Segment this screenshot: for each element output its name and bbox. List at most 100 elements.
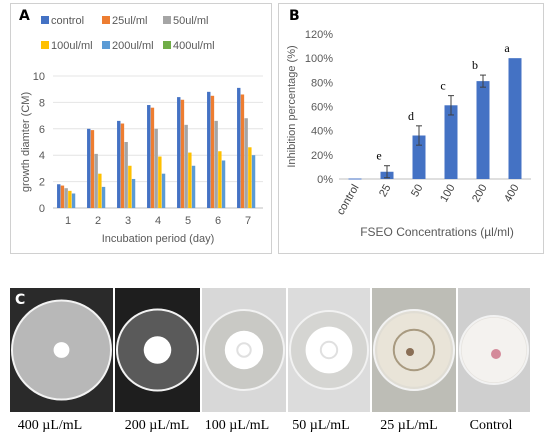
- bar: [237, 87, 241, 208]
- y-tick-label: 0%: [317, 174, 333, 186]
- panel-a-letter: A: [19, 8, 30, 24]
- x-tick-label: 50: [409, 183, 426, 200]
- bar: [68, 190, 72, 208]
- petri-dish-photo: [202, 288, 286, 412]
- photo-caption: 400 µL/mL: [17, 418, 83, 433]
- significance-letter: a: [504, 41, 510, 55]
- colony-center: [491, 349, 501, 359]
- bar: [64, 188, 68, 208]
- colony-ring: [236, 342, 252, 358]
- petri-dish-image: [10, 288, 113, 412]
- legend-label: 50ul/ml: [173, 15, 208, 27]
- photo-caption: 100 µL/mL: [204, 418, 270, 433]
- x-tick-label: 3: [125, 215, 131, 227]
- fungal-colony: [305, 326, 353, 374]
- x-tick-label: 5: [185, 215, 191, 227]
- legend-label: 400ul/ml: [173, 40, 215, 52]
- legend-swatch: [102, 16, 110, 24]
- growth-chart-svg: control 25ul/ml 50ul/ml 100ul/ml 200ul/ml 400…: [20, 15, 263, 245]
- bar: [180, 99, 185, 208]
- legend-label: control: [51, 15, 84, 27]
- petri-dish-photo: [372, 288, 456, 412]
- x-tick-label: 6: [215, 215, 221, 227]
- bar: [177, 97, 181, 208]
- y-tick-label: 20%: [311, 150, 333, 162]
- x-tick-label: 4: [155, 215, 161, 227]
- legend-label: 200ul/ml: [112, 40, 154, 52]
- petri-dish-image: [115, 288, 200, 412]
- legend-swatch: [41, 41, 49, 49]
- y-tick-label: 0: [39, 203, 45, 215]
- bar: [60, 185, 65, 208]
- x-tick-label: 200: [470, 183, 490, 205]
- y-tick-label: 2: [39, 177, 45, 189]
- bar: [218, 151, 222, 208]
- bar: [476, 81, 490, 179]
- y-tick-label: 8: [39, 97, 45, 109]
- significance-letter: d: [408, 109, 414, 123]
- photo-caption: Control: [469, 418, 513, 433]
- legend-swatch: [102, 41, 110, 49]
- bar: [191, 165, 196, 208]
- y-tick-label: 6: [39, 124, 45, 136]
- petri-dish-image: [372, 288, 456, 412]
- x-axis-label: FSEO Concentrations (µl/ml): [360, 225, 514, 239]
- bar: [158, 156, 162, 208]
- panel-c-letter: C: [15, 292, 26, 308]
- petri-dish-image: [458, 288, 530, 412]
- fungal-colony: [53, 342, 70, 358]
- bar: [117, 120, 121, 208]
- colony-ring: [392, 328, 436, 372]
- significance-letter: b: [472, 58, 478, 72]
- significance-letter: e: [376, 149, 381, 163]
- legend-label: 100ul/ml: [51, 40, 93, 52]
- bar: [147, 105, 151, 208]
- y-tick-label: 60%: [311, 102, 333, 114]
- legend-swatch: [163, 16, 171, 24]
- petri-dish-photo: [288, 288, 370, 412]
- legend-label: 25ul/ml: [112, 15, 147, 27]
- fungal-colony: [143, 336, 172, 364]
- photo-caption: 25 µL/mL: [380, 418, 438, 433]
- bar: [128, 165, 132, 208]
- y-axis-label: growth diamter (CM): [20, 92, 32, 192]
- panel-b-letter: B: [289, 8, 300, 24]
- x-tick-label: control: [335, 183, 362, 218]
- x-tick-label: 25: [377, 183, 394, 200]
- colony-ring: [319, 340, 339, 360]
- x-axis-label: Incubation period (day): [102, 233, 215, 245]
- bar: [57, 184, 61, 208]
- y-tick-label: 80%: [311, 77, 333, 89]
- x-tick-label: 2: [95, 215, 101, 227]
- legend-swatch: [163, 41, 171, 49]
- bar: [207, 91, 211, 208]
- bar: [71, 193, 76, 208]
- petri-dish-image: [202, 288, 286, 412]
- bar: [240, 94, 245, 208]
- legend-swatch: [41, 16, 49, 24]
- petri-dish-photo: [115, 288, 200, 412]
- y-axis-label: Inhibition percentage (%): [286, 45, 298, 167]
- inhibition-chart-svg: 0% 20% 40% 60% 80% 100% 120% control e 25 d 50 c 100 b…: [286, 29, 531, 239]
- photo-caption: 200 µL/mL: [124, 418, 190, 433]
- bar: [184, 124, 188, 208]
- bar: [94, 153, 98, 208]
- bar: [214, 120, 218, 208]
- x-tick-label: 100: [438, 183, 458, 205]
- y-tick-label: 40%: [311, 126, 333, 138]
- bar: [131, 178, 136, 208]
- bar: [244, 118, 248, 208]
- colony-center: [406, 348, 414, 356]
- panel-b-chart: B 0% 20% 40% 60% 80% 100% 120% control e 25 d 50 c 10…: [278, 3, 544, 254]
- photo-caption: 50 µL/mL: [292, 418, 350, 433]
- y-tick-label: 10: [33, 71, 45, 83]
- panel-a-chart: A control 25ul/ml 50ul/ml 100ul/ml 200ul/ml 4…: [10, 3, 272, 254]
- fungal-colony: [224, 330, 264, 370]
- bar: [161, 173, 166, 208]
- bar: [101, 186, 106, 208]
- fungal-colony: [377, 313, 451, 387]
- petri-dish-photos: [10, 288, 530, 412]
- bar: [412, 135, 426, 179]
- bar: [248, 147, 252, 208]
- bar: [188, 152, 192, 208]
